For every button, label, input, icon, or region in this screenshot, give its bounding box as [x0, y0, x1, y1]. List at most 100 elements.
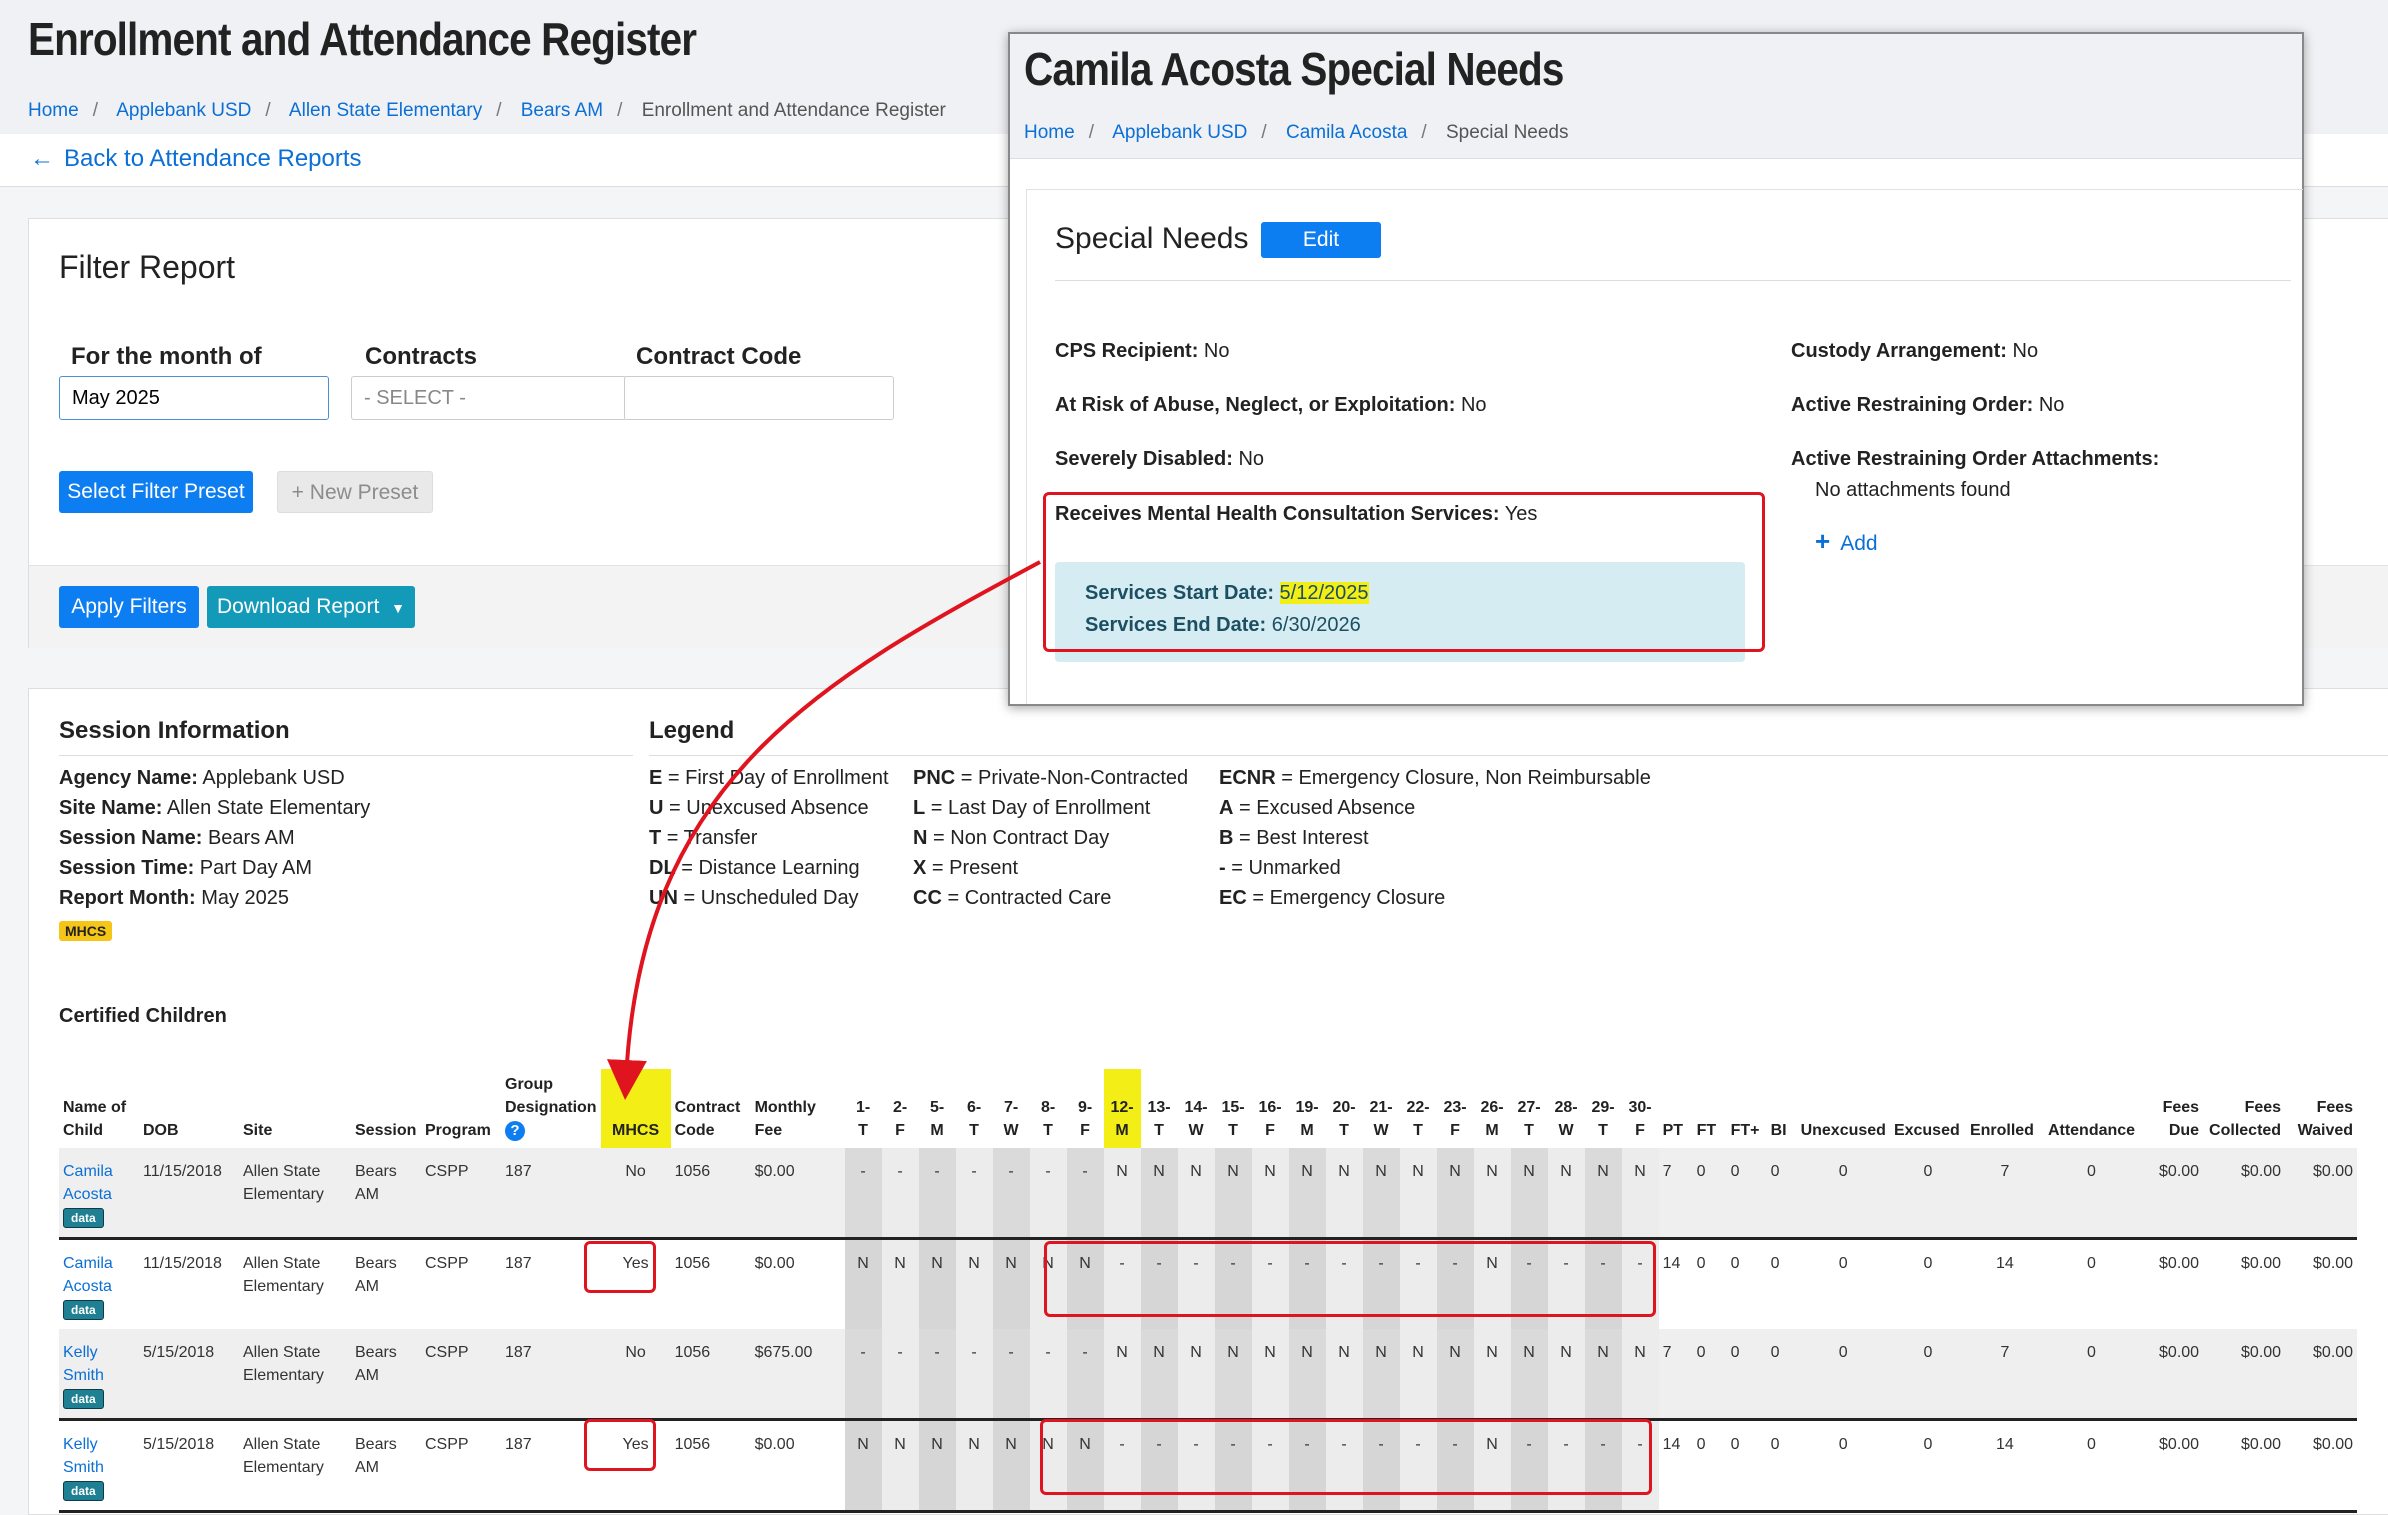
data-badge[interactable]: data: [63, 1389, 104, 1409]
day-cell: -: [1399, 1237, 1437, 1329]
header-fees-collected: Fees Collected: [2209, 1099, 2282, 1139]
monthly-fee-cell: $0.00: [750, 1237, 845, 1329]
header-enrolled: Enrolled: [1969, 1122, 2034, 1139]
download-report-button[interactable]: Download Report ▼: [207, 586, 415, 628]
day-cell: N: [1584, 1148, 1622, 1239]
add-attachment-link[interactable]: + Add: [1815, 526, 1878, 557]
help-icon[interactable]: ?: [505, 1121, 525, 1141]
breadcrumb-agency[interactable]: Applebank USD: [116, 100, 252, 121]
day-cell: -: [1621, 1237, 1659, 1329]
pt-cell: 14: [1658, 1418, 1693, 1513]
day-cell: -: [955, 1148, 993, 1239]
header-day: 23- F: [1443, 1099, 1467, 1139]
session-info-title: Session Information: [59, 717, 290, 744]
day-cell: N: [1066, 1237, 1104, 1329]
child-name-cell: Kelly Smith data: [59, 1329, 139, 1420]
ftplus-cell: 0: [1726, 1148, 1767, 1239]
header-day: 5- M: [929, 1099, 945, 1139]
risk-line: At Risk of Abuse, Neglect, or Exploitati…: [1055, 394, 1487, 416]
breadcrumb-session[interactable]: Bears AM: [520, 100, 604, 121]
header-day: 13- T: [1147, 1099, 1171, 1139]
attendance-table: Name of Child DOB Site Session Program Group De…: [59, 1069, 2358, 1513]
day-cell: N: [1103, 1148, 1141, 1239]
header-day: 7- W: [1003, 1099, 1019, 1139]
select-filter-preset-button[interactable]: Select Filter Preset: [59, 471, 253, 513]
data-badge[interactable]: data: [63, 1208, 104, 1228]
services-end-line: Services End Date: 6/30/2026: [1085, 614, 1361, 636]
day-cell: N: [1140, 1329, 1178, 1420]
legend-item: L = Last Day of Enrollment: [913, 797, 1151, 819]
disabled-line: Severely Disabled: No: [1055, 448, 1265, 470]
annotation-box-mhcs-row4: [584, 1419, 656, 1471]
contracts-select[interactable]: - SELECT -: [351, 376, 627, 420]
table-row: Camila Acosta data 11/15/2018 Allen State Ele…: [59, 1148, 2358, 1239]
edit-button[interactable]: Edit: [1261, 222, 1381, 258]
child-name-link[interactable]: Kelly Smith: [63, 1436, 104, 1476]
month-input[interactable]: [59, 376, 329, 420]
monthly-fee-cell: $0.00: [750, 1148, 845, 1239]
child-name-link[interactable]: Kelly Smith: [63, 1344, 104, 1384]
enrolled-cell: 7: [1965, 1329, 2044, 1420]
day-cell: N: [1584, 1329, 1622, 1420]
dob-cell: 11/15/2018: [139, 1237, 239, 1329]
header-fees-waived: Fees Waived: [2297, 1099, 2354, 1139]
attendance-cell: 0: [2043, 1237, 2140, 1329]
breadcrumb-home[interactable]: Home: [28, 100, 79, 121]
site-line: Site Name: Allen State Elementary: [59, 797, 371, 819]
header-excused: Excused: [1893, 1122, 1960, 1139]
excused-cell: 0: [1889, 1418, 1966, 1513]
day-cell: -: [1436, 1418, 1474, 1513]
fees-waived-cell: $0.00: [2285, 1418, 2358, 1513]
popup-breadcrumb-agency[interactable]: Applebank USD: [1112, 122, 1248, 143]
popup-breadcrumb-child[interactable]: Camila Acosta: [1285, 122, 1408, 143]
popup-breadcrumb-home[interactable]: Home: [1024, 122, 1075, 143]
mhcs-cell: Yes: [600, 1418, 671, 1513]
day-cell: N: [1103, 1329, 1141, 1420]
header-day: 21- W: [1369, 1099, 1393, 1139]
site-cell: Allen State Elementary: [239, 1148, 351, 1239]
enrolled-cell: 14: [1965, 1418, 2044, 1513]
annotation-box-days-row4: [1040, 1419, 1652, 1495]
annotation-box-mhcs-row2: [584, 1241, 656, 1293]
group-cell: 187: [501, 1237, 601, 1329]
plus-icon: +: [291, 481, 310, 504]
apply-filters-button[interactable]: Apply Filters: [59, 586, 199, 628]
header-ft: FT: [1696, 1122, 1717, 1139]
table-header-row: Name of Child DOB Site Session Program Group De…: [59, 1069, 2357, 1148]
day-cell: N: [1288, 1148, 1326, 1239]
day-cell: N: [1473, 1237, 1511, 1329]
child-name-link[interactable]: Camila Acosta: [63, 1255, 113, 1295]
day-cell: N: [1510, 1329, 1548, 1420]
contracts-label: Contracts: [365, 343, 478, 370]
data-badge[interactable]: data: [63, 1300, 104, 1320]
day-cell: -: [1399, 1418, 1437, 1513]
day-cell: -: [992, 1148, 1030, 1239]
ftplus-cell: 0: [1726, 1237, 1767, 1329]
site-cell: Allen State Elementary: [239, 1418, 351, 1513]
day-cell: N: [881, 1418, 919, 1513]
contract-code-input[interactable]: [624, 376, 894, 420]
day-cell: -: [1066, 1148, 1104, 1239]
special-needs-panel: Special Needs Edit CPS Recipient: No At …: [1026, 189, 2303, 704]
breadcrumb-site[interactable]: Allen State Elementary: [288, 100, 483, 121]
day-cell: N: [1473, 1148, 1511, 1239]
contract-code-label: Contract Code: [636, 343, 802, 370]
day-cell: N: [1214, 1148, 1252, 1239]
session-divider: [59, 755, 633, 756]
new-preset-label: New Preset: [309, 481, 419, 504]
child-name-link[interactable]: Camila Acosta: [63, 1163, 113, 1203]
month-label: For the month of: [71, 343, 262, 370]
ft-cell: 0: [1692, 1329, 1727, 1420]
enrolled-cell: 7: [1965, 1148, 2044, 1239]
fees-due-cell: $0.00: [2139, 1148, 2204, 1239]
data-badge[interactable]: data: [63, 1481, 104, 1501]
new-preset-button[interactable]: + New Preset: [277, 471, 433, 513]
back-to-reports-link[interactable]: ← Back to Attendance Reports: [30, 145, 362, 173]
header-day: 16- F: [1258, 1099, 1282, 1139]
day-cell: -: [1288, 1237, 1326, 1329]
attachments-label: Active Restraining Order Attachments:: [1791, 448, 2160, 470]
day-cell: -: [844, 1148, 882, 1239]
ftplus-cell: 0: [1726, 1329, 1767, 1420]
header-day: 19- M: [1295, 1099, 1319, 1139]
fees-waived-cell: $0.00: [2285, 1329, 2358, 1420]
